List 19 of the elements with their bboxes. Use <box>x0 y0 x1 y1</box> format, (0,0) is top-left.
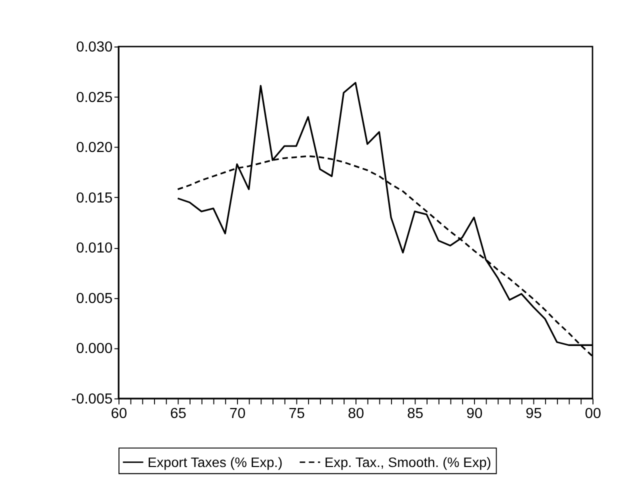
y-tick-label: 0.025 <box>76 90 113 106</box>
y-tick-label: -0.005 <box>71 391 113 408</box>
y-tick-label: 0.010 <box>76 240 113 257</box>
y-tick-label: 0.005 <box>76 290 113 307</box>
x-tick-label: 65 <box>170 406 186 422</box>
x-tick-label: 95 <box>526 406 542 422</box>
x-tick-label: 85 <box>407 406 424 422</box>
y-tick-label: 0.030 <box>76 40 113 56</box>
x-tick-label: 70 <box>229 406 246 422</box>
x-tick-label: 60 <box>110 406 128 422</box>
y-tick-label: 0.000 <box>76 341 113 358</box>
y-tick-label: 0.020 <box>76 140 113 156</box>
x-tick-label: 90 <box>466 406 483 422</box>
x-tick-label: 00 <box>584 406 602 422</box>
y-tick-label: 0.015 <box>76 190 113 206</box>
legend-label: Export Taxes (% Exp.) <box>148 454 283 470</box>
x-tick-label: 80 <box>348 406 364 422</box>
legend-label: Exp. Tax., Smooth. (% Exp) <box>324 454 492 470</box>
x-tick-label: 75 <box>288 406 305 422</box>
